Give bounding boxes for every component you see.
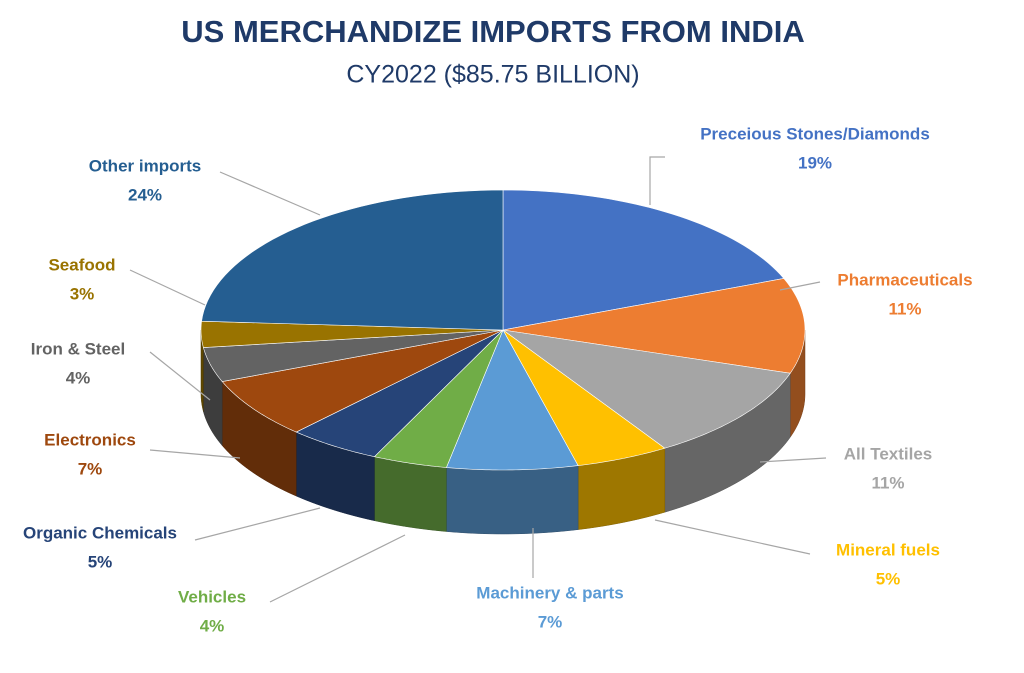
chart-subtitle: CY2022 ($85.75 BILLION) <box>346 61 639 89</box>
pie-slice <box>221 329 504 433</box>
pie-tops <box>200 189 806 471</box>
pie-slice <box>502 329 791 449</box>
slice-label: Organic Chemicals <box>23 523 177 542</box>
leader-line <box>194 507 321 541</box>
slice-label: Other imports <box>89 156 201 175</box>
slice-value-label: 24% <box>128 185 162 204</box>
pie-slice <box>502 329 666 466</box>
slice-value-label: 19% <box>798 153 832 172</box>
slice-label: Iron & Steel <box>31 339 125 358</box>
pie-slice <box>295 329 504 458</box>
pie-slice <box>200 320 504 348</box>
slice-value-label: 5% <box>88 552 113 571</box>
leader-line <box>779 281 821 291</box>
pie-slice <box>445 329 579 471</box>
slice-label: Machinery & parts <box>476 583 623 602</box>
slice-value-label: 11% <box>888 299 921 318</box>
slice-label: Pharmaceuticals <box>837 270 972 289</box>
pie-side <box>446 465 579 535</box>
slice-value-label: 7% <box>78 459 103 478</box>
slice-label: Electronics <box>44 430 136 449</box>
labels: Preceious Stones/Diamonds 19% Pharmaceutic… <box>23 124 973 635</box>
slice-value-label: 4% <box>66 368 91 387</box>
leader-line <box>149 351 211 401</box>
pie-slice <box>373 329 504 468</box>
pie-slice <box>202 329 504 382</box>
pie-sides <box>200 329 806 535</box>
slice-label: Seafood <box>48 255 115 274</box>
slice-label: Vehicles <box>178 587 246 606</box>
pie-side <box>374 456 447 532</box>
pie-slice <box>502 278 806 374</box>
slice-label: Preceious Stones/Diamonds <box>700 124 930 143</box>
slice-value-label: 4% <box>200 616 225 635</box>
leader-line <box>149 449 241 459</box>
chart-title: US MERCHANDIZE IMPORTS FROM INDIA <box>181 14 804 49</box>
pie-slice <box>201 189 504 331</box>
leader-line <box>654 519 811 555</box>
leader-line <box>759 457 827 463</box>
leader-line <box>269 534 406 603</box>
leader-line <box>649 156 665 205</box>
slice-value-label: 3% <box>70 284 95 303</box>
leader-line <box>219 171 321 216</box>
slice-value-label: 7% <box>538 612 563 631</box>
pie-slice <box>502 189 785 331</box>
slice-value-label: 5% <box>876 569 901 588</box>
slice-label: All Textiles <box>844 444 933 463</box>
slice-value-label: 11% <box>871 473 904 492</box>
slice-label: Mineral fuels <box>836 540 940 559</box>
leader-line <box>129 269 206 306</box>
